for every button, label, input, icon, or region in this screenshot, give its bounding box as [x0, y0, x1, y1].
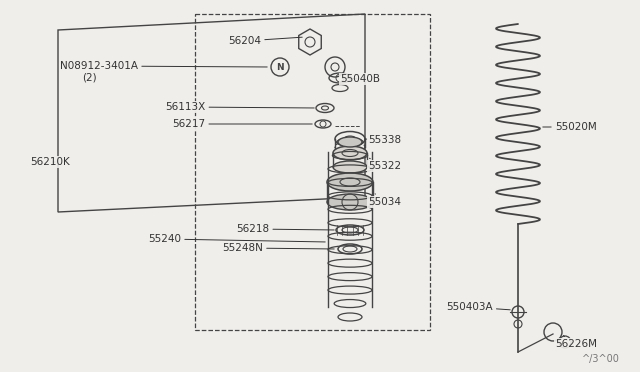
Ellipse shape [333, 161, 367, 173]
Text: 56204: 56204 [228, 36, 302, 46]
Text: N08912-3401A: N08912-3401A [60, 61, 268, 71]
Text: 56218: 56218 [236, 224, 334, 234]
Text: 550403A: 550403A [446, 302, 510, 312]
Text: 55338: 55338 [365, 135, 401, 145]
Text: 55248N: 55248N [222, 243, 334, 253]
Text: 56217: 56217 [172, 119, 312, 129]
Text: 56113X: 56113X [165, 102, 314, 112]
Ellipse shape [338, 137, 362, 147]
Text: 55020M: 55020M [543, 122, 596, 132]
Text: 56226M: 56226M [555, 336, 597, 349]
Ellipse shape [327, 173, 373, 191]
Text: 55040B: 55040B [340, 74, 380, 84]
Text: 55240: 55240 [148, 234, 325, 244]
Text: 56210K: 56210K [30, 157, 70, 167]
Ellipse shape [327, 194, 373, 210]
Text: N: N [276, 62, 284, 71]
Text: 55322: 55322 [368, 158, 401, 171]
Text: ^/3^00: ^/3^00 [582, 354, 620, 364]
Ellipse shape [333, 146, 367, 160]
Text: 55034: 55034 [368, 194, 401, 207]
Text: (2): (2) [82, 72, 97, 82]
